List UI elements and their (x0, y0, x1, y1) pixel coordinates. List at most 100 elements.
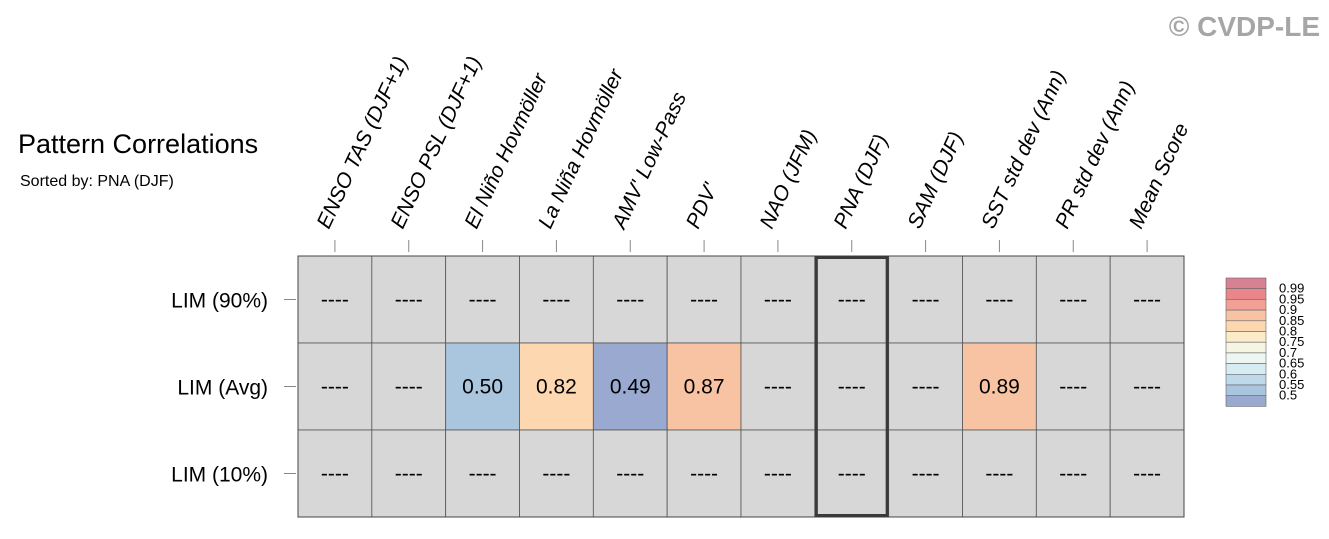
cell-value: ---- (690, 289, 718, 312)
colorbar-label: 0.85 (1279, 313, 1304, 328)
colorbar-swatch (1225, 373, 1267, 386)
heatmap-cell (297, 255, 373, 344)
row-label: LIM (90%) (171, 290, 268, 313)
cell-value: ---- (1133, 376, 1161, 399)
colorbar-label: 0.5 (1279, 388, 1297, 403)
heatmap-cell (740, 429, 816, 518)
heatmap-cell (1109, 255, 1185, 344)
cell-value: ---- (912, 289, 940, 312)
colorbar-swatch (1225, 331, 1267, 343)
chart-subtitle: Sorted by: PNA (DJF) (20, 173, 174, 190)
colorbar-swatch (1225, 277, 1267, 289)
colorbar-label: 0.99 (1279, 281, 1304, 296)
column-label: El Niño Hovmöller (460, 69, 552, 232)
cell-value: ---- (985, 463, 1013, 486)
cell-value: ---- (1059, 463, 1087, 486)
cell-value: ---- (395, 463, 423, 486)
heatmap-cell (814, 342, 890, 431)
row-label: LIM (Avg) (177, 377, 268, 400)
colorbar-label: 0.55 (1279, 377, 1304, 392)
colorbar-label: 0.75 (1279, 334, 1304, 349)
heatmap-cell (740, 342, 816, 431)
colorbar-label: 0.6 (1279, 366, 1297, 381)
column-label: NAO (JFM) (756, 126, 822, 232)
cell-value: ---- (838, 289, 866, 312)
colorbar-swatch (1225, 341, 1267, 354)
heatmap-cell (888, 342, 963, 431)
cell-value: ---- (764, 463, 792, 486)
cell-value: 0.89 (979, 376, 1020, 399)
colorbar-swatch (1225, 309, 1267, 322)
cell-value: ---- (1059, 376, 1087, 399)
cell-value: ---- (542, 289, 570, 312)
colorbar-swatch (1225, 288, 1267, 300)
colorbar-label: 0.95 (1279, 291, 1304, 306)
cell-value: ---- (321, 289, 349, 312)
cell-value: ---- (395, 289, 423, 312)
heatmap-cell (519, 342, 594, 431)
watermark: © CVDP-LE (1169, 11, 1320, 42)
heatmap-cell (666, 255, 742, 344)
row-labels: LIM (90%) LIM (Avg) LIM (10%) (171, 290, 296, 487)
colorbar-swatch (1225, 299, 1267, 311)
colorbar-label: 0.7 (1279, 345, 1297, 360)
cell-value: ---- (1133, 289, 1161, 312)
heatmap-cell (592, 255, 668, 344)
heatmap-cell (1035, 342, 1111, 431)
colorbar-swatch (1225, 352, 1267, 364)
cell-value: 0.87 (684, 376, 725, 399)
chart-title: Pattern Correlations (18, 129, 258, 159)
cell-value: ---- (838, 463, 866, 486)
cell-value: ---- (764, 289, 792, 312)
colorbar: 0.990.950.90.850.80.750.70.650.60.550.5 (1225, 277, 1304, 407)
cell-value: ---- (912, 463, 940, 486)
heatmap-cell (666, 342, 742, 431)
heatmap-grid: ---- ---- ---- ---- ---- ---- ---- ---- ---- ----… (297, 255, 1185, 518)
cell-value: ---- (616, 289, 644, 312)
column-label: SST std dev (Ann) (977, 67, 1070, 232)
cell-value: ---- (321, 376, 349, 399)
colorbar-label: 0.8 (1279, 324, 1297, 339)
cell-value: ---- (838, 376, 866, 399)
column-label: Mean Score (1125, 120, 1194, 232)
cell-value: ---- (1133, 463, 1161, 486)
heatmap-cell (1035, 429, 1111, 518)
heatmap-cell (445, 342, 520, 431)
heatmap-cell (297, 429, 373, 518)
heatmap-cell (297, 342, 373, 431)
colorbar-swatch (1225, 384, 1267, 396)
cell-value: ---- (912, 376, 940, 399)
colorbar-label: 0.9 (1279, 302, 1297, 317)
row-label: LIM (10%) (171, 464, 268, 487)
grid-frame (297, 255, 1185, 518)
colorbar-swatch (1225, 395, 1267, 407)
cell-value: ---- (985, 289, 1013, 312)
heatmap-cell (1109, 429, 1185, 518)
heatmap-cell (592, 342, 668, 431)
highlighted-column-frame (814, 256, 889, 517)
cell-value: ---- (469, 289, 497, 312)
colorbar-swatch (1225, 363, 1267, 375)
colorbar-label: 0.65 (1279, 356, 1304, 371)
cell-value: 0.50 (462, 376, 503, 399)
heatmap-cell (445, 429, 520, 518)
heatmap-cell (371, 342, 447, 431)
column-label: AMV' Low-Pass (607, 88, 691, 234)
column-label: PDV' (682, 179, 723, 232)
cell-value: ---- (321, 463, 349, 486)
cell-value: ---- (395, 376, 423, 399)
heatmap-cell (962, 255, 1037, 344)
cell-value: ---- (616, 463, 644, 486)
cell-value: ---- (469, 463, 497, 486)
heatmap-cell (592, 429, 668, 518)
cell-value: ---- (542, 463, 570, 486)
cell-value: 0.49 (610, 376, 651, 399)
heatmap-cell (962, 342, 1037, 431)
heatmap-cell (519, 255, 594, 344)
heatmap-cell (371, 255, 447, 344)
colorbar-swatch (1225, 320, 1267, 332)
cell-value: ---- (1059, 289, 1087, 312)
cell-value: ---- (764, 376, 792, 399)
cell-value: ---- (690, 463, 718, 486)
column-label: PNA (DJF) (829, 131, 892, 232)
